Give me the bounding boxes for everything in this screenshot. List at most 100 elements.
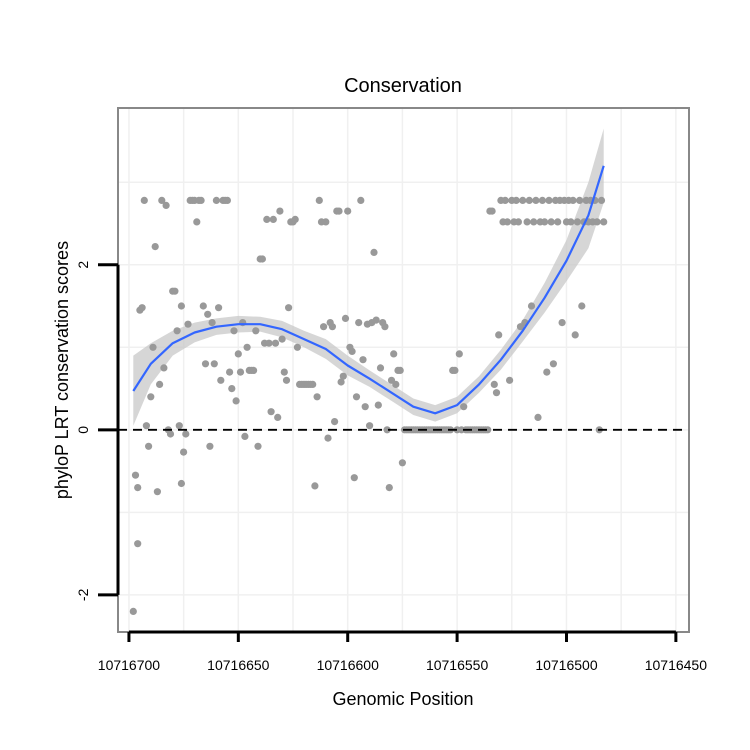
- data-point: [392, 380, 400, 388]
- confidence-band-area: [133, 128, 604, 426]
- data-point: [153, 488, 161, 496]
- data-point: [149, 343, 157, 351]
- data-point: [390, 350, 398, 358]
- data-point: [366, 422, 374, 430]
- data-point: [357, 196, 365, 204]
- data-point: [171, 287, 179, 295]
- data-point: [293, 343, 301, 351]
- data-point: [460, 403, 468, 411]
- data-point: [554, 218, 562, 226]
- data-point: [519, 196, 527, 204]
- data-point: [374, 401, 382, 409]
- data-point: [134, 540, 142, 548]
- data-point: [166, 430, 175, 438]
- data-point: [398, 459, 406, 467]
- data-point: [267, 408, 275, 416]
- data-point: [532, 196, 540, 204]
- data-point: [160, 364, 168, 372]
- data-point: [177, 302, 185, 310]
- data-point: [182, 430, 190, 438]
- data-point: [282, 376, 291, 384]
- data-point: [285, 304, 293, 312]
- data-point: [291, 215, 299, 223]
- data-point: [549, 360, 558, 368]
- data-point: [313, 393, 321, 401]
- data-point: [215, 304, 223, 312]
- data-point: [131, 471, 140, 479]
- data-point: [385, 484, 393, 492]
- data-point: [193, 218, 201, 226]
- data-point: [151, 243, 159, 251]
- data-point: [331, 418, 339, 426]
- data-point: [134, 484, 142, 492]
- y-tick-label: 0: [75, 426, 91, 434]
- data-point: [359, 356, 367, 364]
- data-point: [199, 302, 207, 310]
- data-point: [324, 434, 332, 442]
- data-point: [370, 248, 378, 256]
- data-point: [593, 218, 601, 226]
- data-point: [320, 323, 328, 331]
- data-point: [252, 327, 260, 335]
- data-points: [129, 196, 608, 616]
- data-point: [484, 426, 492, 434]
- data-point: [541, 218, 549, 226]
- data-point: [197, 196, 205, 204]
- data-point: [569, 196, 577, 204]
- data-point: [328, 323, 336, 331]
- data-point: [276, 207, 284, 215]
- data-point: [545, 196, 553, 204]
- data-point: [258, 255, 266, 263]
- data-point: [501, 196, 509, 204]
- data-point: [372, 316, 380, 324]
- data-point: [129, 607, 137, 616]
- data-point: [600, 218, 608, 226]
- data-point: [217, 376, 225, 384]
- data-point: [597, 196, 606, 204]
- chart-title: Conservation: [344, 75, 462, 97]
- data-point: [309, 380, 317, 388]
- data-point: [315, 196, 323, 204]
- data-point: [234, 350, 242, 358]
- y-tick-label: 2: [75, 261, 91, 269]
- data-point: [265, 339, 273, 347]
- data-point: [280, 368, 288, 376]
- data-point: [512, 196, 520, 204]
- data-point: [523, 218, 531, 226]
- y-axis-label: phyloP LRT conservation scores: [52, 241, 72, 499]
- y-tick-label: -2: [75, 588, 91, 601]
- data-point: [348, 347, 356, 355]
- data-point: [525, 196, 533, 204]
- data-point: [383, 426, 391, 434]
- data-point: [488, 207, 496, 215]
- data-point: [226, 368, 234, 376]
- data-point: [250, 366, 258, 374]
- data-point: [230, 327, 238, 335]
- data-point: [547, 218, 555, 226]
- data-point: [538, 196, 547, 204]
- data-point: [201, 360, 210, 368]
- data-point: [506, 376, 514, 384]
- data-point: [376, 364, 385, 372]
- data-point: [145, 442, 153, 450]
- y-axis: -2 0 2: [75, 261, 120, 601]
- data-point: [381, 323, 389, 331]
- data-point: [352, 393, 361, 401]
- data-point: [567, 218, 575, 226]
- data-point: [573, 218, 582, 226]
- data-point: [274, 413, 282, 421]
- confidence-band: [133, 128, 604, 426]
- data-point: [495, 331, 503, 339]
- data-point: [558, 319, 566, 327]
- x-tick-label: 10716500: [535, 657, 598, 673]
- data-point: [184, 320, 192, 328]
- data-point: [337, 378, 345, 386]
- data-point: [158, 196, 166, 204]
- data-point: [254, 442, 262, 450]
- data-point: [223, 196, 231, 204]
- data-point: [355, 319, 363, 327]
- data-point: [236, 368, 245, 376]
- data-point: [212, 196, 220, 204]
- x-tick-label: 10716450: [645, 657, 708, 673]
